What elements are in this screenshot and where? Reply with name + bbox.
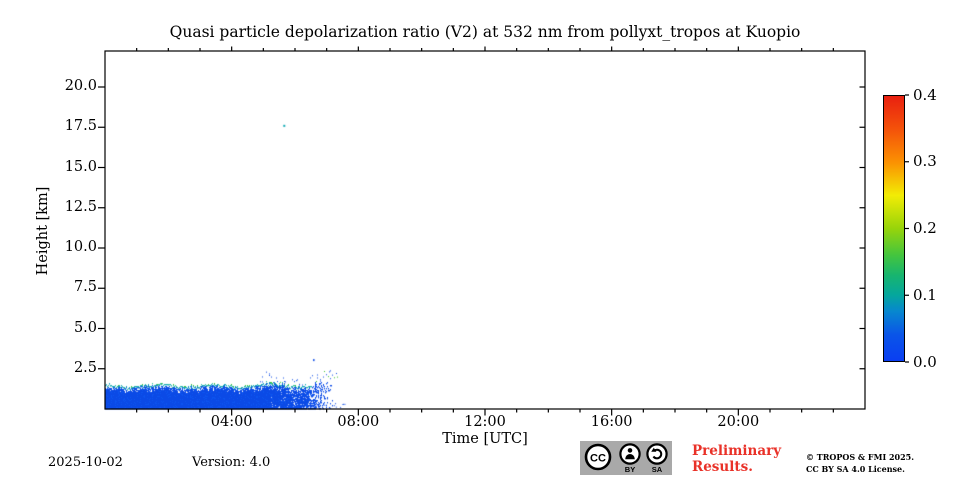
plot-border bbox=[104, 50, 866, 410]
x-tick-label: 08:00 bbox=[337, 414, 380, 430]
x-tick-label: 12:00 bbox=[464, 414, 506, 430]
colorbar-tick-label: 0.1 bbox=[913, 285, 937, 304]
y-tick-label: 5.0 bbox=[73, 319, 97, 336]
by-circle-icon bbox=[619, 443, 641, 465]
copyright-line2: CC BY SA 4.0 License. bbox=[806, 463, 905, 474]
colorbar bbox=[883, 95, 905, 362]
y-tick-label: 15.0 bbox=[64, 158, 97, 175]
y-tick-label: 12.5 bbox=[64, 198, 97, 215]
cc-text: CC bbox=[590, 453, 606, 465]
sa-circle-icon bbox=[646, 443, 668, 465]
preliminary-line2: Results. bbox=[692, 458, 753, 475]
x-tick-label: 04:00 bbox=[210, 414, 253, 430]
cc-by-sa-badge: CC BY SA bbox=[580, 441, 672, 475]
y-tick-label: 10.0 bbox=[64, 239, 97, 255]
colorbar-tick-label: 0.4 bbox=[913, 85, 937, 104]
date-label: 2025-10-02 bbox=[48, 455, 123, 470]
by-label: BY bbox=[625, 465, 635, 474]
x-axis-label: Time [UTC] bbox=[442, 431, 528, 447]
version-label: Version: 4.0 bbox=[192, 455, 271, 470]
plot-title: Quasi particle depolarization ratio (V2)… bbox=[169, 23, 801, 41]
y-tick-label: 20.0 bbox=[64, 78, 97, 94]
preliminary-line1: Preliminary bbox=[692, 443, 782, 459]
preliminary-results-note: Preliminary Results. bbox=[692, 443, 782, 475]
cc-circle-icon bbox=[584, 443, 612, 471]
copyright-line1: © TROPOS & FMI 2025. bbox=[806, 452, 915, 462]
tick-marks bbox=[98, 46, 909, 416]
x-tick-label: 20:00 bbox=[717, 414, 760, 430]
y-tick-label: 17.5 bbox=[64, 118, 97, 135]
share-alike-arrow-icon bbox=[651, 447, 663, 460]
copyright-note: © TROPOS & FMI 2025. CC BY SA 4.0 Licens… bbox=[806, 452, 914, 475]
y-tick-label: 2.5 bbox=[73, 359, 97, 376]
colorbar-tick-label: 0.3 bbox=[913, 152, 937, 171]
sa-label: SA bbox=[652, 465, 663, 474]
y-tick-label: 7.5 bbox=[73, 279, 97, 296]
x-tick-label: 16:00 bbox=[590, 414, 633, 430]
colorbar-tick-label: 0.0 bbox=[913, 352, 937, 371]
colorbar-tick-label: 0.2 bbox=[913, 219, 937, 237]
person-icon bbox=[625, 448, 635, 460]
